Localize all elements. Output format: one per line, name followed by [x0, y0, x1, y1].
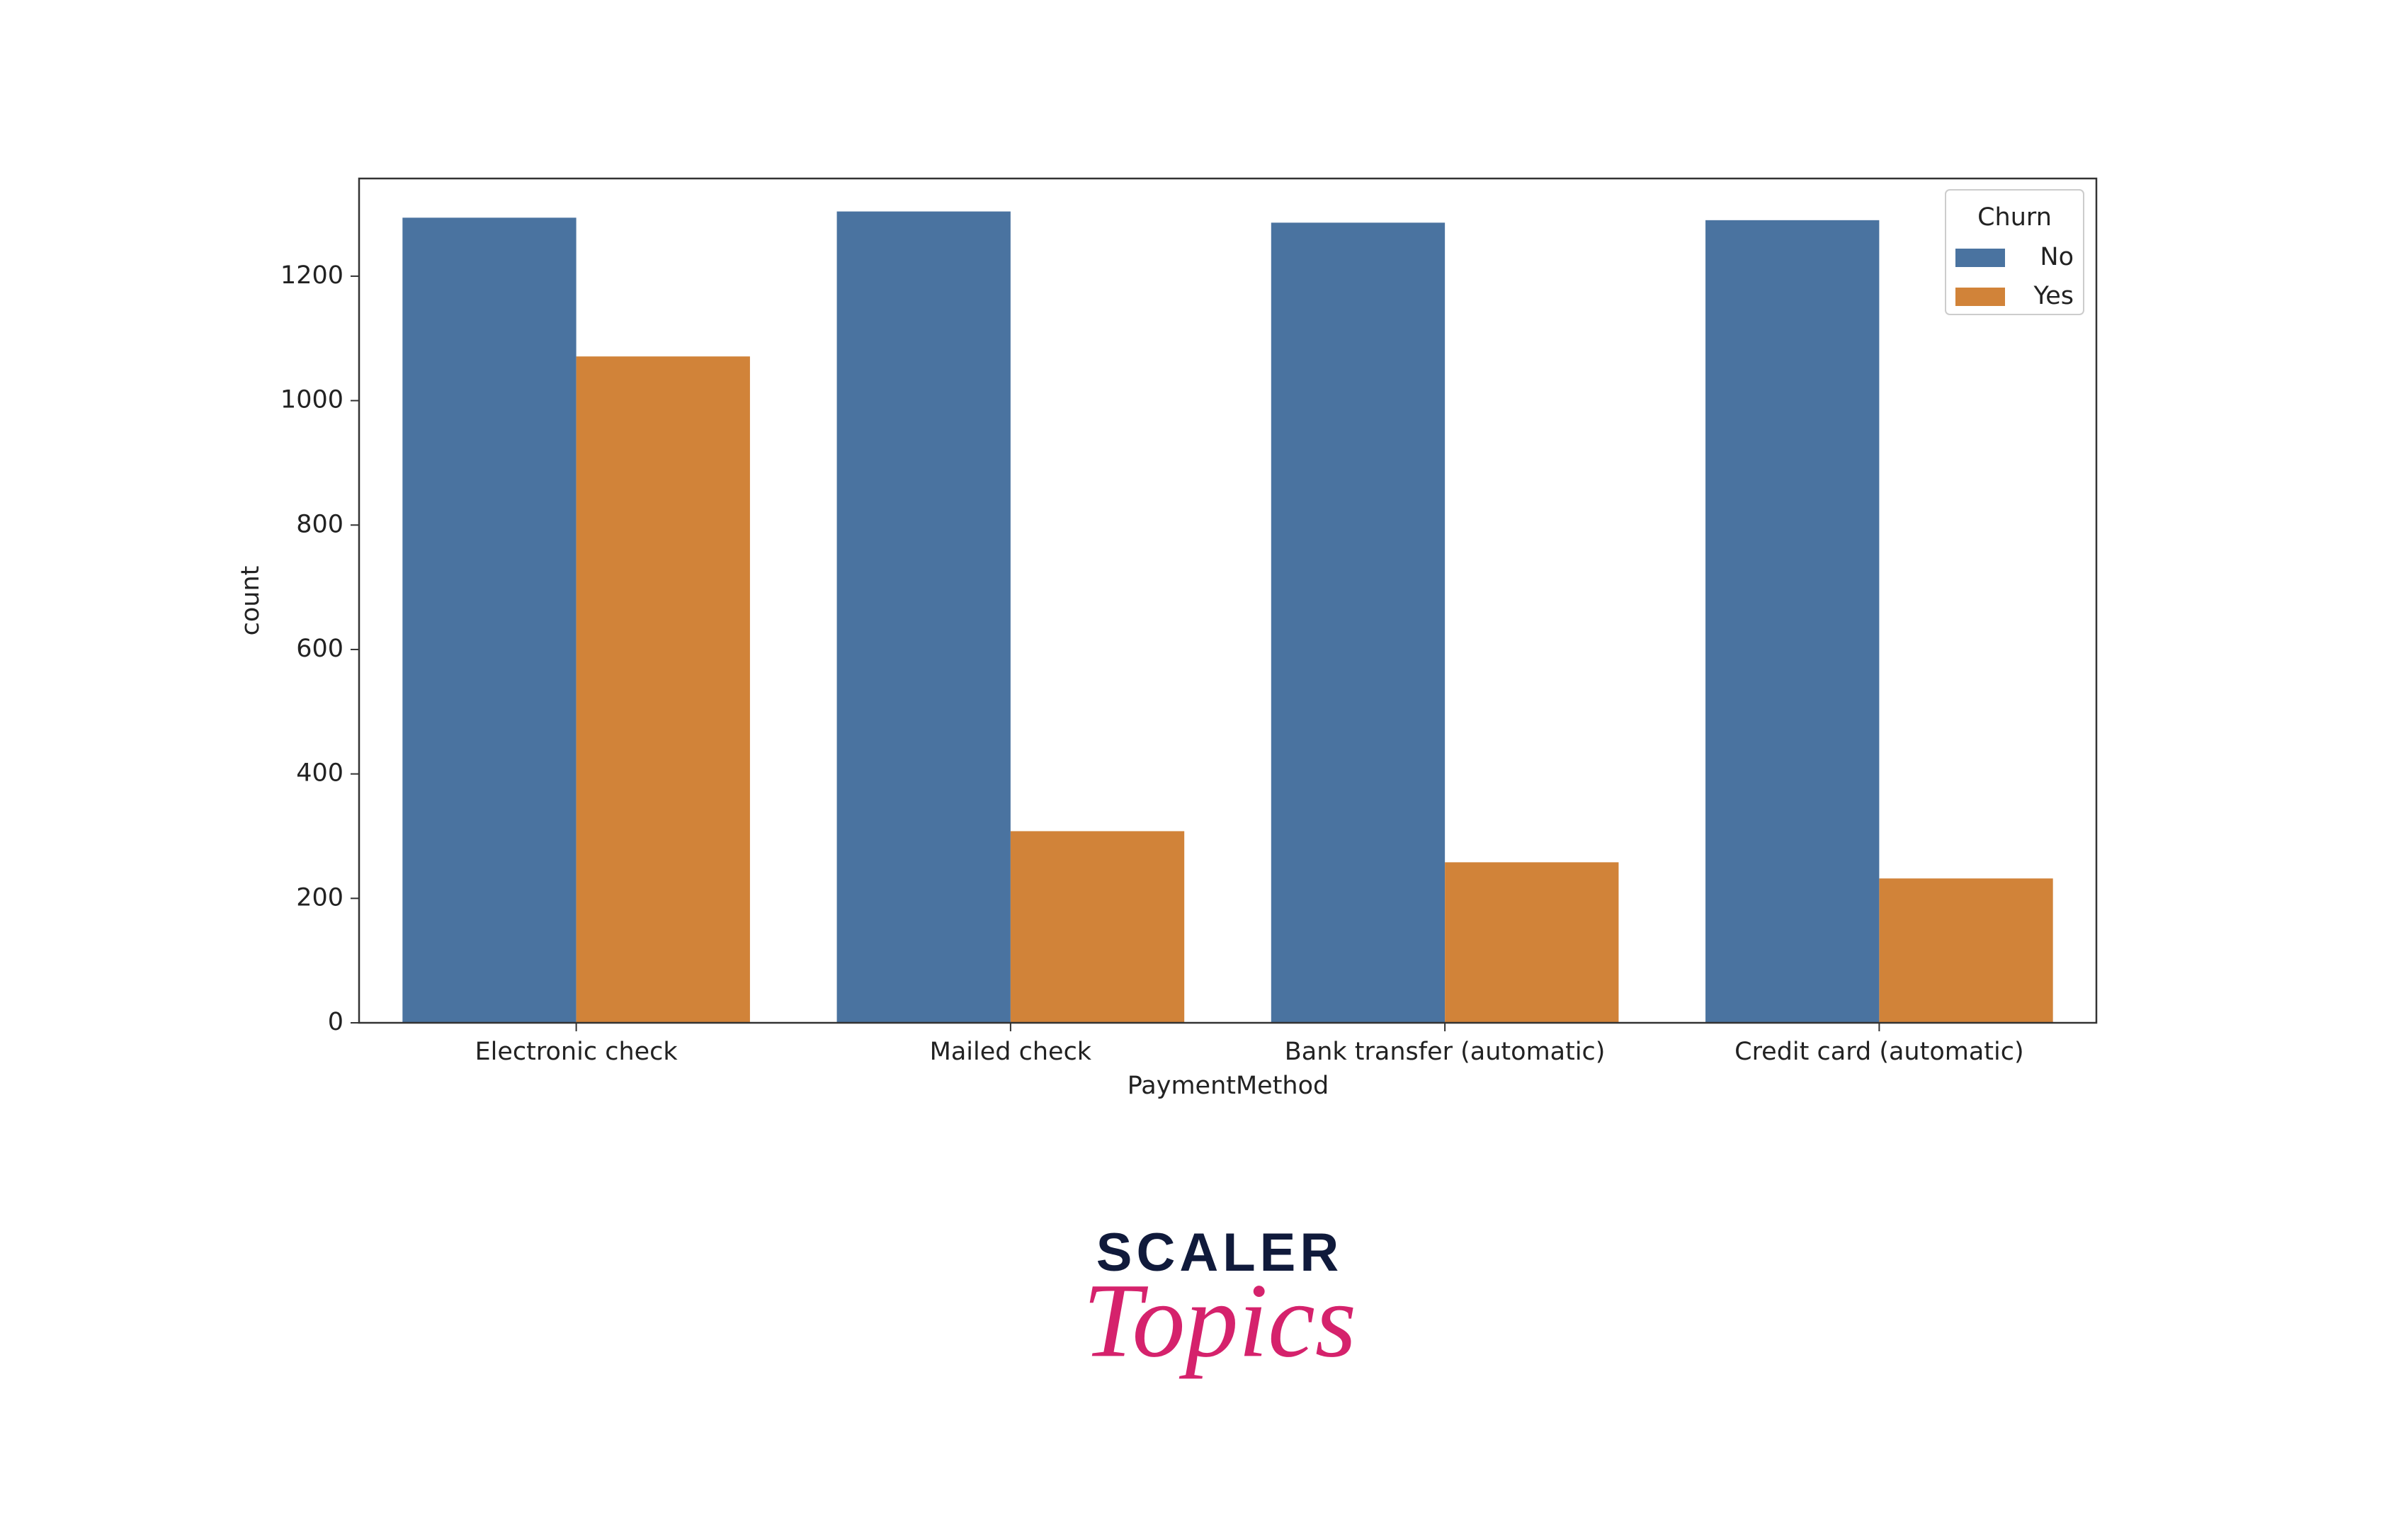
- y-tick-label: 600: [296, 635, 343, 663]
- bar: [1010, 831, 1185, 1023]
- bar: [1705, 220, 1880, 1023]
- x-tick-label: Mailed check: [930, 1038, 1092, 1066]
- x-tick-label: Credit card (automatic): [1734, 1038, 2024, 1066]
- y-tick-label: 0: [328, 1008, 343, 1036]
- y-tick-label: 1200: [280, 261, 343, 290]
- x-tick-label: Electronic check: [475, 1038, 678, 1066]
- legend-title: Churn: [1977, 203, 2052, 232]
- x-axis-label: PaymentMethod: [1128, 1072, 1329, 1100]
- bar: [1445, 862, 1619, 1023]
- y-axis-label: count: [237, 566, 265, 636]
- logo-brand: SCALER: [1096, 1223, 1343, 1283]
- bar: [402, 217, 577, 1023]
- y-tick-label: 1000: [280, 386, 343, 414]
- x-tick-label: Bank transfer (automatic): [1285, 1038, 1606, 1066]
- y-tick-label: 200: [296, 883, 343, 912]
- bar: [1271, 222, 1446, 1024]
- bar: [1879, 878, 2053, 1023]
- legend-label: Yes: [2033, 282, 2074, 310]
- y-tick-label: 800: [296, 510, 343, 538]
- legend-box: [1945, 189, 2084, 315]
- plot-frame: [358, 177, 2098, 1024]
- logo-product: Topics: [1083, 1262, 1356, 1379]
- bar: [836, 211, 1011, 1023]
- legend-swatch: [1955, 288, 2005, 306]
- legend-label: No: [2040, 243, 2074, 271]
- legend-swatch: [1955, 249, 2005, 267]
- y-tick-label: 400: [296, 759, 343, 788]
- bar: [576, 356, 750, 1024]
